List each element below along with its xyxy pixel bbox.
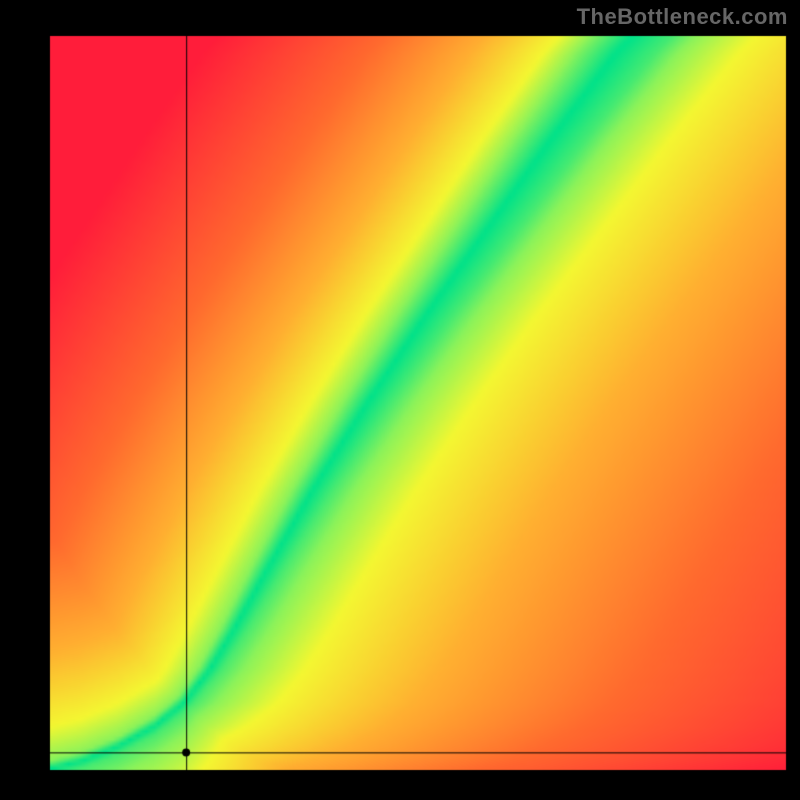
attribution-label: TheBottleneck.com (577, 4, 788, 30)
bottleneck-heatmap (0, 0, 800, 800)
